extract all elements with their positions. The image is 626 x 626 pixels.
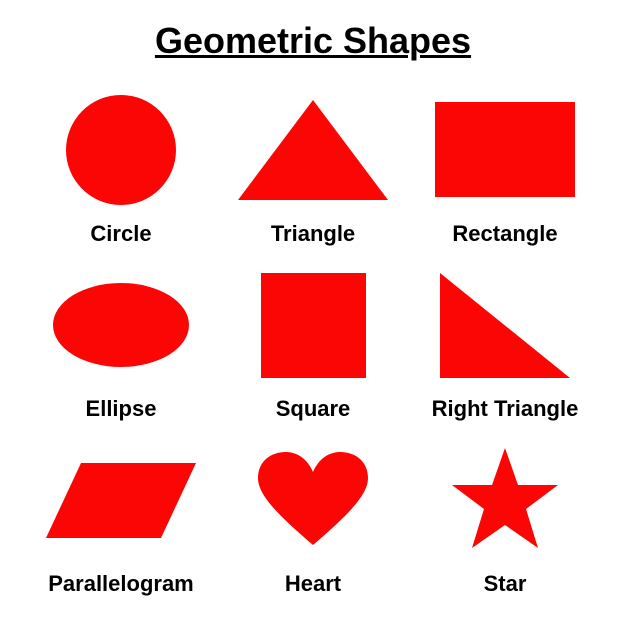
triangle-label: Triangle <box>271 221 355 247</box>
heart-shape <box>222 437 404 563</box>
rectangle-label: Rectangle <box>452 221 557 247</box>
circle-shape <box>30 87 212 213</box>
shape-cell-triangle: Triangle <box>222 87 404 247</box>
square-shape <box>222 262 404 388</box>
ellipse-label: Ellipse <box>86 396 157 422</box>
circle-label: Circle <box>90 221 151 247</box>
page-title: Geometric Shapes <box>30 20 596 62</box>
shape-cell-rectangle: Rectangle <box>414 87 596 247</box>
right-triangle-label: Right Triangle <box>432 396 579 422</box>
parallelogram-label: Parallelogram <box>48 571 194 597</box>
shape-cell-square: Square <box>222 262 404 422</box>
shape-cell-star: Star <box>414 437 596 597</box>
shapes-grid: Circle Triangle Rectangle Ellipse <box>30 87 596 597</box>
shape-cell-ellipse: Ellipse <box>30 262 212 422</box>
shape-cell-parallelogram: Parallelogram <box>30 437 212 597</box>
square-label: Square <box>276 396 351 422</box>
parallelogram-shape <box>30 437 212 563</box>
rectangle-shape <box>414 87 596 213</box>
shape-cell-right-triangle: Right Triangle <box>414 262 596 422</box>
shape-cell-circle: Circle <box>30 87 212 247</box>
shape-cell-heart: Heart <box>222 437 404 597</box>
star-label: Star <box>484 571 527 597</box>
heart-label: Heart <box>285 571 341 597</box>
right-triangle-shape <box>414 262 596 388</box>
triangle-shape <box>222 87 404 213</box>
ellipse-shape <box>30 262 212 388</box>
star-shape <box>414 437 596 563</box>
